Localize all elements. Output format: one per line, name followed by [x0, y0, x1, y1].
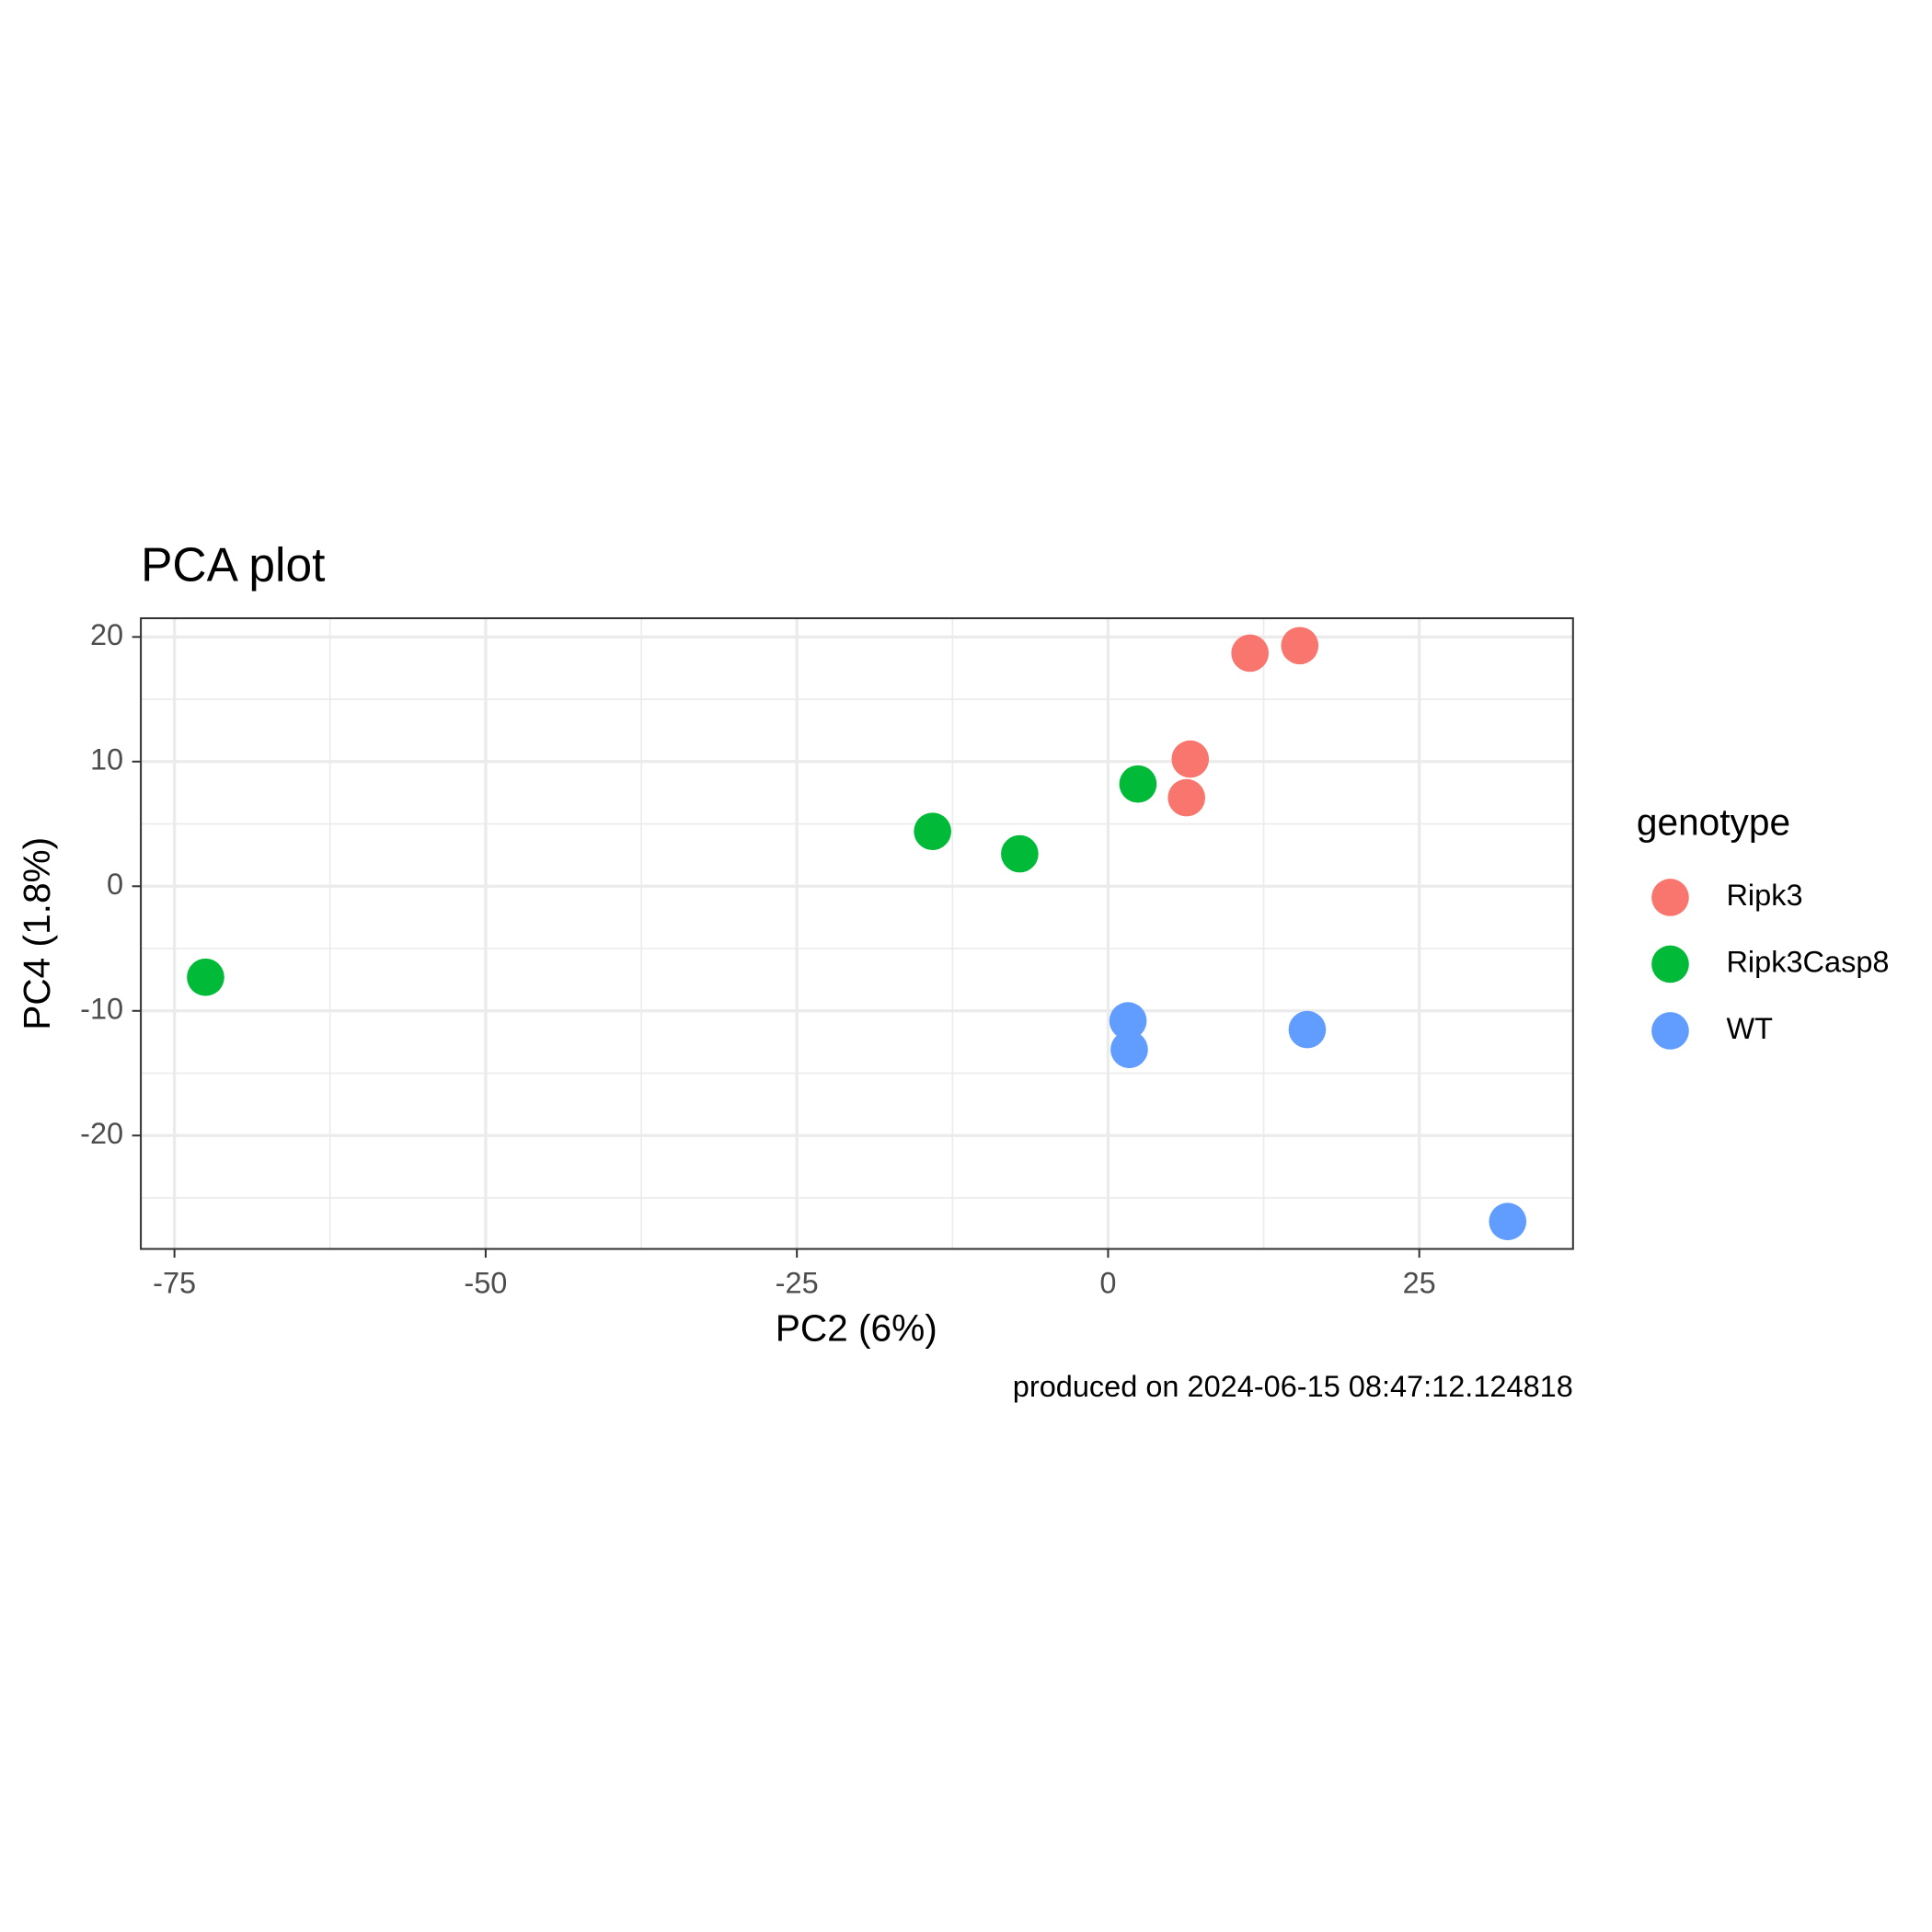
point [1167, 778, 1206, 817]
x-tick-label: 0 [1099, 1266, 1116, 1299]
x-tick-label: -50 [464, 1266, 507, 1299]
point [1001, 834, 1039, 873]
point [1171, 740, 1210, 778]
y-axis-label: PC4 (1.8%) [16, 837, 58, 1030]
point [1281, 627, 1319, 665]
legend-title: genotype [1637, 801, 1790, 844]
x-tick-label: -25 [776, 1266, 819, 1299]
chart-title: PCA plot [141, 537, 325, 591]
point [187, 958, 224, 996]
y-tick-label: -10 [80, 992, 123, 1025]
legend-label: WT [1726, 1012, 1773, 1045]
caption: produced on 2024-06-15 08:47:12.124818 [1013, 1370, 1573, 1403]
point [1110, 1030, 1148, 1069]
legend-label: Ripk3 [1726, 879, 1802, 912]
y-tick-label: 0 [107, 868, 123, 901]
point [1288, 1010, 1327, 1049]
y-tick-label: 20 [90, 618, 123, 651]
point [1489, 1202, 1527, 1241]
legend-label: Ripk3Casp8 [1726, 946, 1889, 979]
point [1109, 1002, 1147, 1040]
point [1119, 765, 1157, 803]
y-tick-label: 10 [90, 742, 123, 776]
legend-key [1651, 1012, 1689, 1050]
point [914, 812, 951, 850]
plot-border [140, 616, 1574, 1250]
legend-key [1651, 879, 1689, 916]
point [1231, 634, 1270, 673]
legend-key [1651, 945, 1689, 983]
x-tick-label: 25 [1403, 1266, 1436, 1299]
y-tick-label: -20 [80, 1117, 123, 1150]
x-axis-label: PC2 (6%) [776, 1307, 937, 1350]
x-tick-label: -75 [153, 1266, 196, 1299]
